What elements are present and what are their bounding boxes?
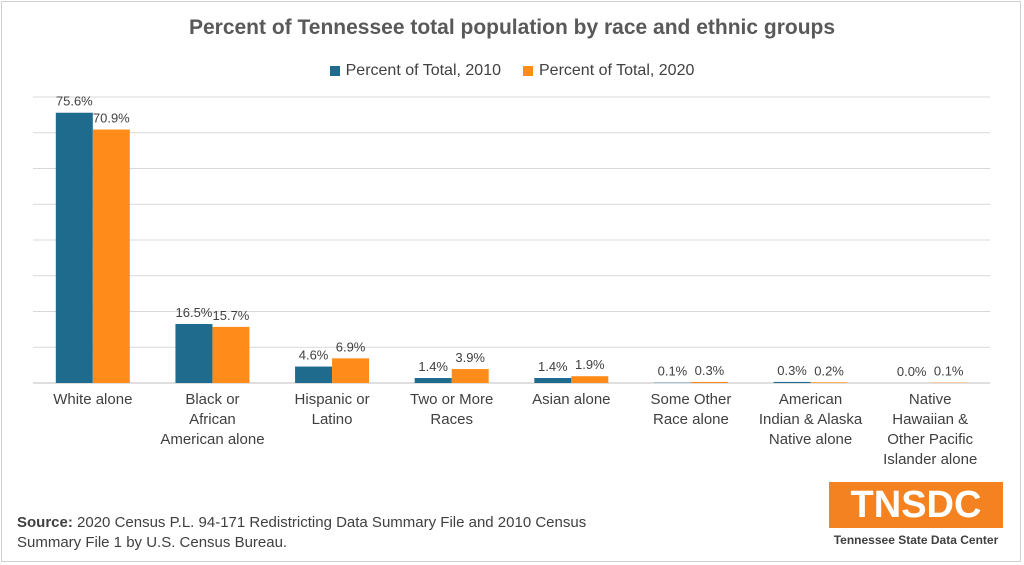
bar-2020 [690, 381, 728, 383]
bar-2010 [175, 324, 213, 383]
data-label: 15.7% [213, 308, 250, 323]
data-label: 70.9% [93, 111, 130, 126]
bar-2020 [212, 326, 250, 383]
category-label: Some Other [651, 391, 732, 408]
category-label: Hawaiian & [892, 411, 968, 428]
data-label: 0.2% [814, 363, 844, 378]
chart-title: Percent of Tennessee total population by… [188, 16, 836, 39]
data-label: 0.1% [658, 364, 688, 379]
legend-item-2010: Percent of Total, 2010 [329, 62, 501, 80]
data-label: 1.9% [575, 357, 605, 372]
legend-item-2020: Percent of Total, 2020 [523, 62, 694, 80]
bar-2020 [332, 358, 370, 383]
data-label: 1.4% [538, 359, 568, 374]
category-label: Asian alone [532, 391, 610, 408]
data-label: 4.6% [299, 348, 329, 363]
data-label: 75.6% [56, 94, 93, 109]
category-label: Indian & Alaska [759, 411, 863, 428]
bar-2020 [451, 369, 489, 383]
bar-2010 [773, 381, 811, 383]
data-label: 16.5% [176, 305, 213, 320]
category-label: Hispanic or [295, 391, 370, 408]
bar-2010 [414, 377, 452, 383]
logo-subtitle: Tennessee State Data Center [833, 533, 999, 547]
category-label: Native alone [769, 431, 852, 448]
tnsdc-logo: TNSDC Tennessee State Data Center [829, 482, 1003, 547]
category-label: Black or [185, 391, 239, 408]
category-label: Islander alone [883, 451, 977, 468]
category-label: White alone [53, 391, 132, 408]
legend-swatch-2020 [523, 66, 533, 76]
legend-swatch-2010 [329, 66, 340, 76]
category-label: Races [430, 411, 473, 428]
category-label: Race alone [653, 411, 729, 428]
bar-2020 [92, 129, 130, 383]
legend-label-2010: Percent of Total, 2010 [345, 62, 501, 79]
bar-2010 [534, 377, 572, 383]
legend-label-2020: Percent of Total, 2020 [539, 62, 695, 79]
source-note: Source: 2020 Census P.L. 94-171 Redistri… [17, 513, 717, 553]
data-label: 0.0% [897, 364, 927, 379]
category-label: Two or More [410, 391, 493, 408]
bar-2020 [571, 376, 609, 383]
category-label: Native [909, 391, 952, 408]
source-label: Source: [17, 514, 73, 531]
data-label: 6.9% [336, 339, 366, 354]
bar-2010 [295, 366, 333, 383]
category-label: Other Pacific [887, 431, 973, 448]
data-label: 0.3% [777, 363, 807, 378]
category-label: African [189, 411, 236, 428]
bar-2020 [810, 382, 848, 383]
category-label: Latino [312, 411, 353, 428]
data-label: 0.1% [934, 364, 964, 379]
bar-2010 [55, 112, 93, 383]
category-label: American alone [160, 431, 264, 448]
logo-mark: TNSDC [829, 482, 1003, 528]
data-label: 1.4% [418, 359, 448, 374]
data-label: 0.3% [695, 363, 725, 378]
chart-legend: Percent of Total, 2010 Percent of Total,… [0, 62, 1024, 80]
source-line-2: Summary File 1 by U.S. Census Bureau. [17, 534, 288, 551]
category-label: American [779, 391, 842, 408]
data-label: 3.9% [455, 350, 485, 365]
source-line-1: 2020 Census P.L. 94-171 Redistricting Da… [77, 514, 587, 531]
